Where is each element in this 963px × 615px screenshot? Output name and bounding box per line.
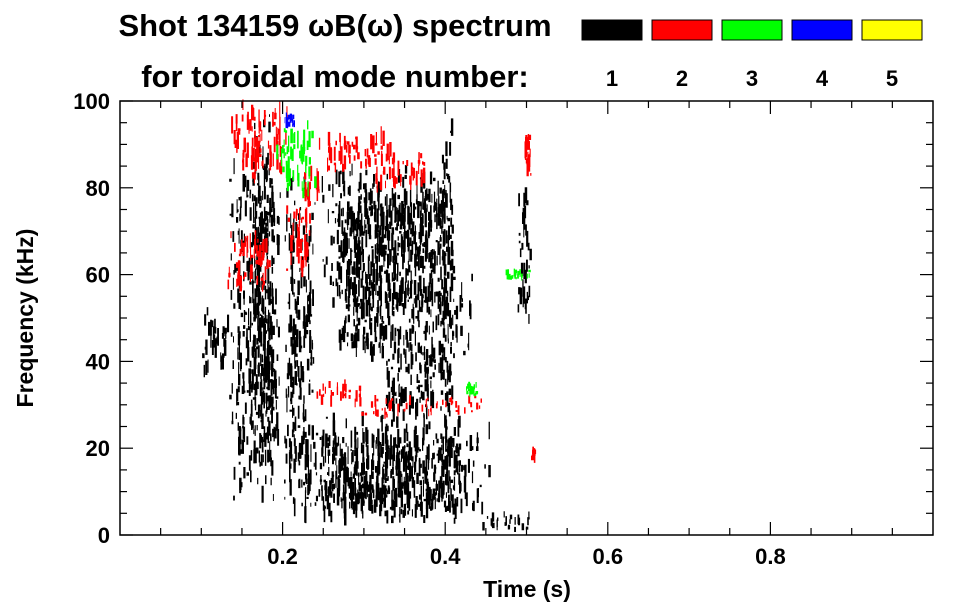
chart-title: Shot 134159 ωB(ω) spectrum xyxy=(118,8,551,43)
spectrum-region-mode-2 xyxy=(286,203,311,278)
x-tick-label: 0.6 xyxy=(593,544,624,569)
y-tick-label: 40 xyxy=(86,349,110,374)
legend-label-mode-4: 4 xyxy=(816,66,829,91)
spectrum-region-mode-2 xyxy=(368,152,426,193)
x-tick-label: 0.2 xyxy=(267,544,298,569)
spectrum-region-mode-2 xyxy=(524,134,532,177)
spectrum-region-mode-1 xyxy=(381,340,444,428)
y-tick-label: 20 xyxy=(86,436,110,461)
legend-label-mode-1: 1 xyxy=(606,66,618,91)
mode-legend: 1 2 3 4 5 xyxy=(581,19,923,91)
spectrum-region-mode-3 xyxy=(466,381,479,397)
y-axis-label: Frequency (kHz) xyxy=(12,229,38,408)
spectrum-region-mode-1 xyxy=(202,307,230,378)
spectrum-streaks-mode-2 xyxy=(231,99,289,184)
x-axis-label: Time (s) xyxy=(483,576,571,602)
spectrum-streaks-mode-1 xyxy=(482,511,530,532)
legend-swatch-mode-5 xyxy=(861,19,923,41)
spectrum-region-mode-4 xyxy=(284,112,295,129)
y-tick-label: 80 xyxy=(86,176,110,201)
spectrum-streaks-mode-1 xyxy=(250,114,276,423)
spectrum-region-mode-1 xyxy=(517,187,532,324)
spectrum-streaks-mode-3 xyxy=(276,120,317,199)
spectrum-region-mode-2 xyxy=(531,446,537,463)
spectrum-streaks-mode-2 xyxy=(227,230,271,292)
legend-label-mode-3: 3 xyxy=(746,66,758,91)
plot-area: 0 20 40 60 80 100 0.2 0.4 0.6 0.8 xyxy=(73,89,934,569)
y-tick-label: 0 xyxy=(98,523,110,548)
spectrum-streaks-mode-1 xyxy=(284,176,316,517)
x-tick-label: 0.8 xyxy=(755,544,786,569)
spectrum-streaks-mode-2 xyxy=(354,395,411,419)
spectrum-region-mode-2 xyxy=(318,126,396,173)
legend-swatch-mode-2 xyxy=(651,19,713,41)
spectrum-region-mode-1 xyxy=(250,114,276,423)
spectrum-region-mode-1 xyxy=(334,191,450,279)
legend-swatch-mode-4 xyxy=(791,19,853,41)
spectrum-streaks-mode-1 xyxy=(202,307,230,378)
tick-layer: 0 20 40 60 80 100 0.2 0.4 0.6 0.8 xyxy=(73,89,933,569)
legend-label-mode-5: 5 xyxy=(886,66,898,91)
spectrum-streaks-mode-2 xyxy=(286,203,311,278)
spectrum-region-mode-3 xyxy=(276,120,317,199)
chart-subtitle: for toroidal mode number: xyxy=(141,59,529,94)
spectrum-region-mode-1 xyxy=(482,511,530,532)
y-tick-label: 100 xyxy=(73,89,110,114)
spectrum-region-mode-1 xyxy=(284,176,316,517)
spectrum-streaks-mode-1 xyxy=(321,435,458,517)
spectrum-streaks-mode-2 xyxy=(316,379,362,407)
legend-swatch-mode-3 xyxy=(721,19,783,41)
spectrum-region-mode-3 xyxy=(505,268,531,281)
spectrum-region-mode-2 xyxy=(354,395,411,419)
y-tick-label: 60 xyxy=(86,263,110,288)
spectrum-streaks-mode-2 xyxy=(421,395,482,417)
spectrum-streaks-mode-2 xyxy=(368,152,426,193)
legend-label-mode-2: 2 xyxy=(676,66,688,91)
spectrum-region-mode-1 xyxy=(437,118,456,512)
spectrum-region-mode-2 xyxy=(421,395,482,417)
spectrum-streaks-mode-1 xyxy=(381,340,444,428)
spectrum-streaks-mode-3 xyxy=(466,381,479,397)
spectrum-streaks-mode-1 xyxy=(517,187,532,324)
spectrum-region-mode-2 xyxy=(316,379,362,407)
spectrum-streaks-mode-1 xyxy=(334,191,450,279)
x-tick-label: 0.4 xyxy=(430,544,461,569)
spectrum-streaks-mode-2 xyxy=(318,126,396,173)
spectrum-streaks-mode-2 xyxy=(524,134,532,177)
spectrum-data-layer xyxy=(202,99,537,532)
legend-swatch-mode-1 xyxy=(581,19,643,41)
spectrum-streaks-mode-1 xyxy=(292,409,491,526)
spectrum-region-mode-1 xyxy=(329,270,473,365)
spectrum-streaks-mode-2 xyxy=(531,446,537,463)
spectrum-streaks-mode-1 xyxy=(437,118,456,512)
spectrum-streaks-mode-1 xyxy=(329,270,473,365)
spectrum-region-mode-1 xyxy=(321,435,458,517)
spectrum-streaks-mode-3 xyxy=(505,268,531,281)
spectrum-region-mode-2 xyxy=(231,99,289,184)
spectrum-streaks-mode-4 xyxy=(284,112,295,129)
spectrum-region-mode-2 xyxy=(227,230,271,292)
spectrum-region-mode-1 xyxy=(292,409,491,526)
